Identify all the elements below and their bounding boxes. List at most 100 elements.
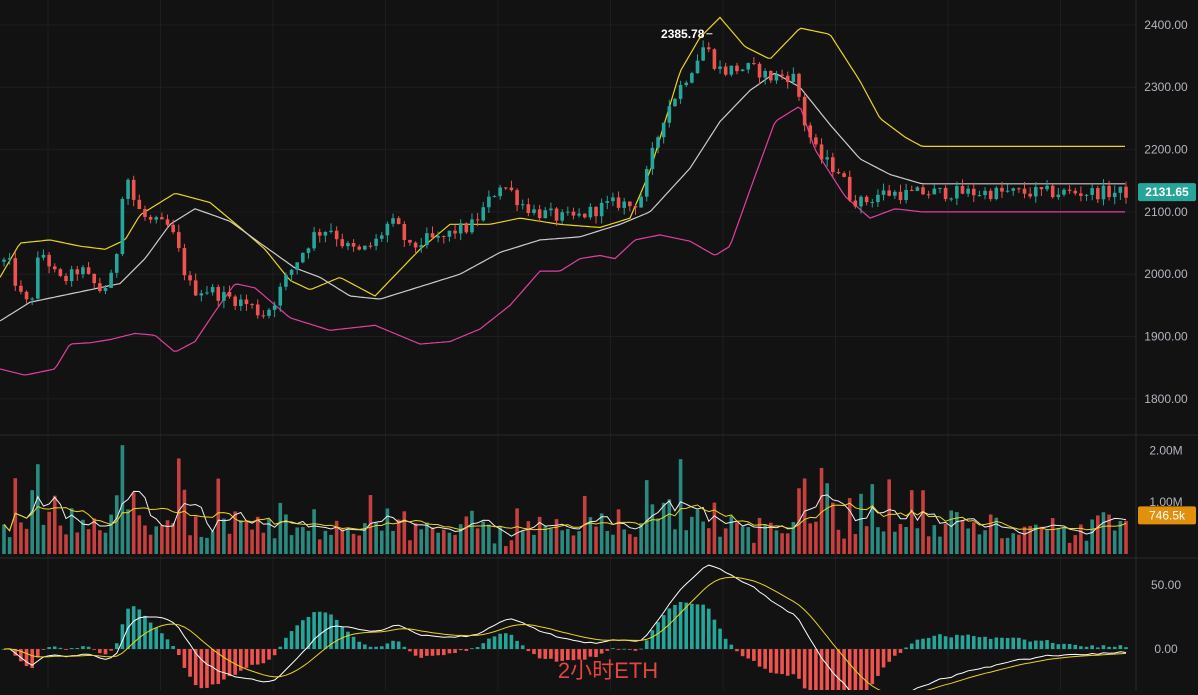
macd-hist-bar[interactable]: [441, 649, 446, 656]
candle-body[interactable]: [52, 266, 57, 270]
candle-body[interactable]: [859, 196, 863, 207]
candle-body[interactable]: [47, 254, 51, 267]
candle-body[interactable]: [628, 201, 632, 207]
volume-bar[interactable]: [509, 540, 514, 554]
macd-hist-bar[interactable]: [109, 649, 113, 651]
volume-bar[interactable]: [566, 528, 570, 554]
macd-hist-bar[interactable]: [295, 625, 299, 650]
candle-body[interactable]: [616, 197, 621, 208]
candle-body[interactable]: [374, 238, 378, 246]
volume-bar[interactable]: [250, 529, 254, 554]
macd-hist-bar[interactable]: [503, 633, 508, 650]
volume-bar[interactable]: [137, 515, 142, 554]
volume-bar[interactable]: [357, 535, 362, 554]
candle-body[interactable]: [239, 299, 243, 306]
macd-hist-bar[interactable]: [453, 649, 457, 653]
volume-bar[interactable]: [295, 527, 299, 554]
macd-hist-bar[interactable]: [526, 649, 531, 652]
macd-hist-bar[interactable]: [1118, 645, 1123, 650]
volume-bar[interactable]: [306, 530, 311, 554]
macd-hist-bar[interactable]: [802, 649, 807, 689]
volume-bar[interactable]: [526, 521, 531, 554]
volume-bar[interactable]: [19, 522, 23, 554]
macd-hist-bar[interactable]: [458, 649, 463, 651]
volume-bar[interactable]: [537, 516, 542, 554]
macd-hist-bar[interactable]: [1107, 646, 1111, 650]
candle-body[interactable]: [425, 233, 429, 246]
candle-body[interactable]: [312, 232, 316, 249]
volume-bar[interactable]: [678, 459, 683, 554]
volume-bar[interactable]: [1022, 526, 1027, 554]
candle-body[interactable]: [842, 173, 846, 177]
volume-bar[interactable]: [864, 526, 869, 554]
volume-bar[interactable]: [588, 517, 593, 554]
volume-bar[interactable]: [430, 527, 435, 554]
macd-hist-bar[interactable]: [628, 649, 632, 650]
candle-body[interactable]: [1101, 185, 1106, 200]
macd-hist-bar[interactable]: [988, 638, 993, 650]
candle-body[interactable]: [611, 197, 615, 202]
candle-body[interactable]: [272, 305, 277, 310]
candle-body[interactable]: [193, 280, 198, 296]
volume-bar[interactable]: [729, 515, 734, 554]
candle-body[interactable]: [960, 186, 965, 194]
macd-hist-bar[interactable]: [853, 649, 858, 695]
volume-bar[interactable]: [977, 534, 982, 554]
macd-hist-bar[interactable]: [893, 649, 897, 656]
candle-body[interactable]: [306, 248, 311, 253]
candle-body[interactable]: [582, 213, 587, 218]
volume-bar[interactable]: [870, 484, 875, 554]
volume-bar[interactable]: [481, 521, 486, 554]
volume-bar[interactable]: [52, 495, 57, 554]
candle-body[interactable]: [893, 191, 897, 196]
volume-bar[interactable]: [41, 524, 46, 554]
macd-hist-bar[interactable]: [357, 641, 362, 650]
macd-hist-bar[interactable]: [667, 608, 672, 650]
candle-body[interactable]: [188, 275, 192, 281]
volume-bar[interactable]: [881, 531, 886, 554]
candle-body[interactable]: [81, 267, 85, 275]
volume-bar[interactable]: [69, 508, 74, 554]
volume-bar[interactable]: [915, 528, 920, 554]
macd-hist-bar[interactable]: [1084, 646, 1089, 650]
candle-body[interactable]: [909, 190, 914, 192]
macd-hist-bar[interactable]: [701, 604, 705, 650]
volume-bar[interactable]: [763, 524, 767, 554]
macd-hist-bar[interactable]: [909, 643, 914, 650]
candle-body[interactable]: [599, 202, 604, 217]
volume-bar[interactable]: [126, 509, 130, 554]
candle-body[interactable]: [1096, 188, 1100, 200]
volume-bar[interactable]: [994, 517, 999, 554]
volume-bar[interactable]: [413, 523, 418, 554]
volume-bar[interactable]: [131, 492, 136, 554]
macd-hist-bar[interactable]: [1033, 640, 1038, 650]
macd-hist-bar[interactable]: [363, 644, 367, 650]
macd-hist-bar[interactable]: [588, 649, 593, 657]
candle-body[interactable]: [690, 73, 694, 83]
volume-bar[interactable]: [391, 530, 395, 554]
volume-bar[interactable]: [1067, 542, 1072, 554]
candle-body[interactable]: [430, 233, 435, 238]
candle-body[interactable]: [396, 218, 401, 225]
candle-body[interactable]: [526, 204, 531, 214]
macd-hist-bar[interactable]: [695, 604, 700, 650]
volume-bar[interactable]: [661, 502, 666, 554]
macd-hist-bar[interactable]: [735, 649, 739, 652]
macd-hist-bar[interactable]: [752, 649, 756, 661]
candle-body[interactable]: [864, 196, 869, 203]
volume-bar[interactable]: [876, 527, 880, 554]
candle-body[interactable]: [571, 211, 576, 216]
macd-hist-bar[interactable]: [831, 649, 835, 695]
candle-body[interactable]: [633, 206, 638, 208]
macd-hist-bar[interactable]: [278, 646, 283, 650]
macd-hist-bar[interactable]: [774, 649, 779, 674]
candle-body[interactable]: [126, 179, 130, 199]
volume-bar[interactable]: [1033, 524, 1038, 554]
macd-hist-bar[interactable]: [160, 633, 164, 650]
candle-body[interactable]: [1011, 188, 1016, 191]
volume-bar[interactable]: [921, 490, 925, 554]
macd-hist-bar[interactable]: [41, 649, 46, 650]
volume-bar[interactable]: [768, 522, 773, 554]
macd-hist-bar[interactable]: [1101, 645, 1106, 650]
candle-body[interactable]: [1073, 190, 1078, 194]
